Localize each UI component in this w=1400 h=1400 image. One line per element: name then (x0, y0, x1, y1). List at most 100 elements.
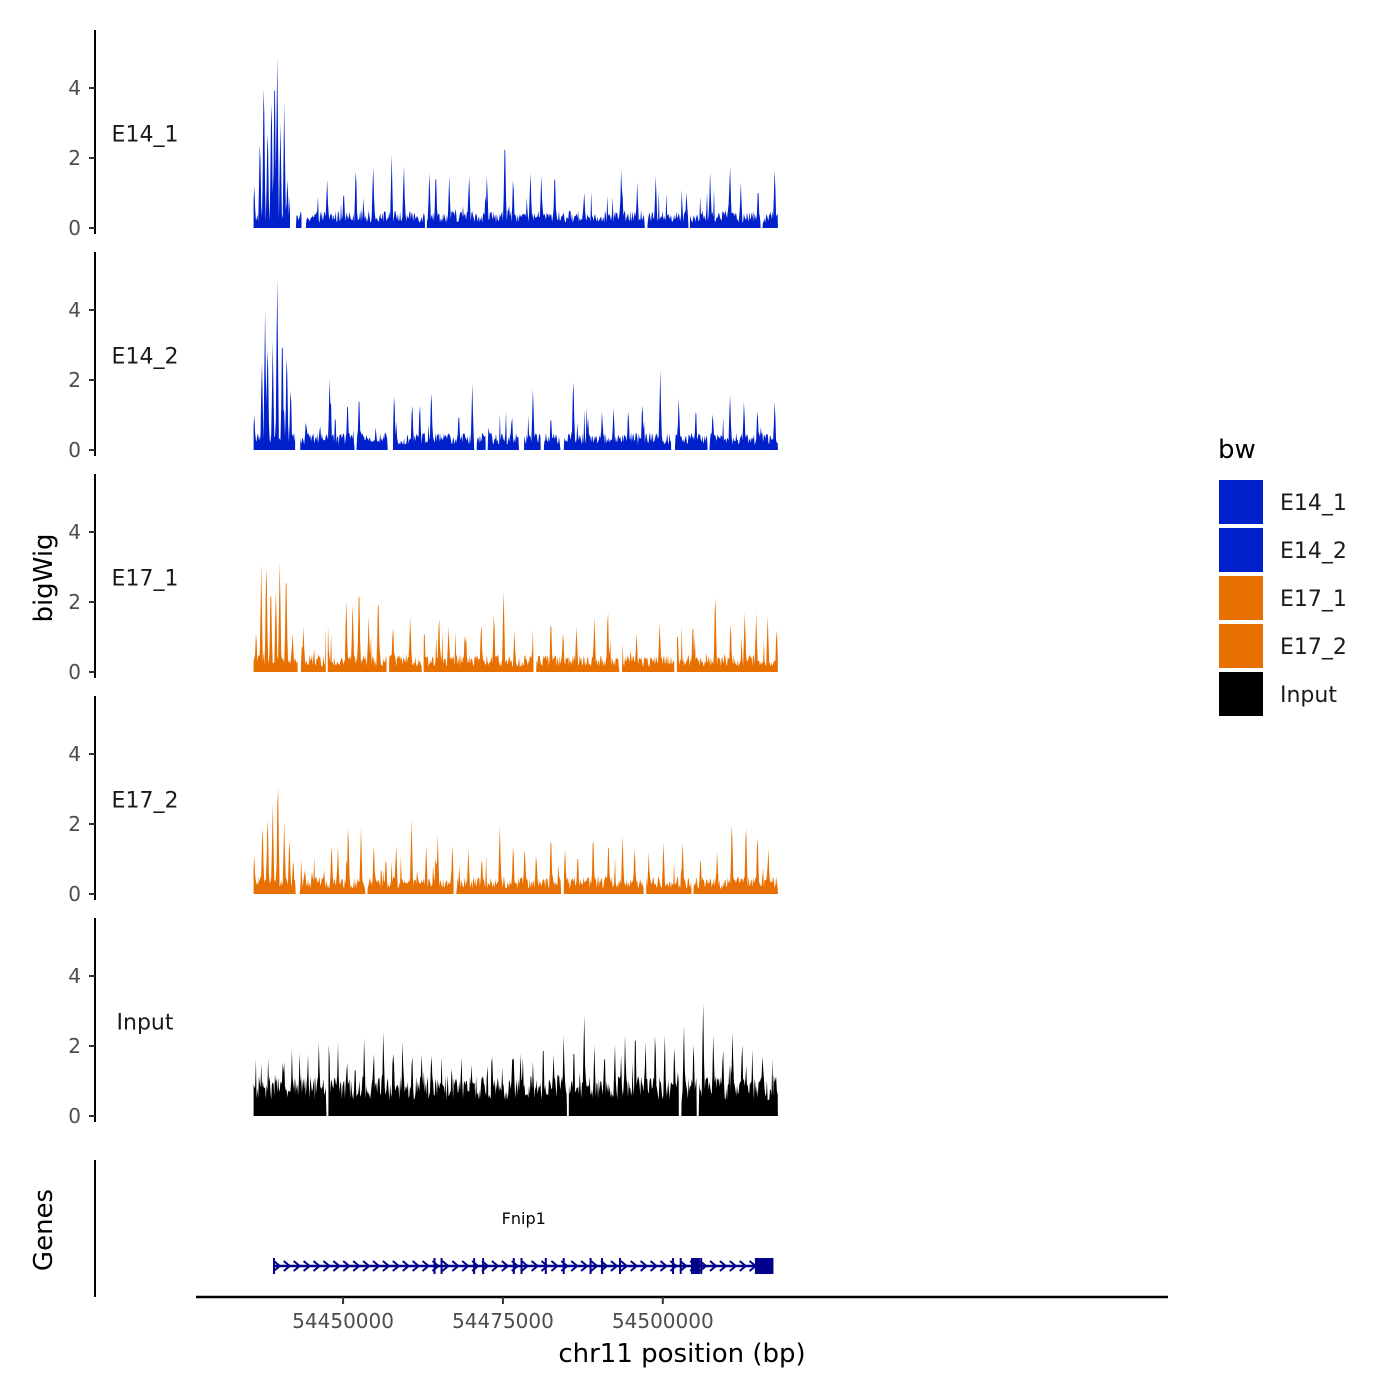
strand-chevron (402, 1260, 411, 1272)
x-tick-label: 54475000 (452, 1309, 554, 1333)
coverage-gap (518, 252, 525, 452)
y-tick-label: 2 (68, 368, 81, 392)
strand-chevron (590, 1260, 599, 1272)
coverage-gap (295, 252, 301, 452)
y-tick-label: 4 (68, 742, 81, 766)
strand-chevron (283, 1260, 292, 1272)
coverage-gap (485, 252, 488, 452)
coverage-area (253, 787, 778, 894)
coverage-gap (644, 30, 648, 230)
strand-chevron (570, 1260, 579, 1272)
strand-chevron (610, 1260, 619, 1272)
strand-chevron (709, 1260, 718, 1272)
coverage-gap (643, 696, 647, 896)
strand-chevron (411, 1260, 421, 1272)
coverage-gap (354, 252, 357, 452)
legend-label: E17_1 (1280, 587, 1347, 612)
strand-chevron (352, 1260, 361, 1272)
strand-chevron (491, 1260, 500, 1272)
legend-swatch (1219, 576, 1263, 620)
strand-chevron (679, 1260, 688, 1272)
y-tick-label: 2 (68, 812, 81, 836)
coverage-gap (326, 918, 329, 1118)
y-tick-label: 0 (68, 1104, 81, 1128)
strand-chevron (639, 1260, 649, 1272)
track-e14-2: 0 2 4 E14_2 (68, 252, 778, 462)
legend-label: E14_1 (1280, 491, 1347, 516)
strand-chevron (362, 1260, 371, 1272)
coverage-gap (387, 252, 393, 452)
strand-chevron (273, 1260, 282, 1272)
coverage-gap (533, 474, 537, 674)
strand-chevron (550, 1260, 559, 1272)
strand-chevron (521, 1260, 530, 1272)
strand-chevron (441, 1260, 450, 1272)
coverage-gap (421, 474, 424, 674)
coverage-gap (560, 252, 564, 452)
strand-chevron (530, 1260, 540, 1272)
track-input: 0 2 4 Input (68, 918, 778, 1128)
coverage-gap (674, 474, 677, 674)
gene-exon (754, 1258, 774, 1274)
coverage-gap (566, 918, 569, 1118)
coverage-gap (696, 918, 699, 1118)
strand-chevron (729, 1260, 738, 1272)
strand-chevron (312, 1260, 322, 1272)
legend-label: Input (1280, 683, 1337, 708)
y-tick-label: 2 (68, 146, 81, 170)
coverage-gap (365, 696, 368, 896)
strand-chevron (501, 1260, 510, 1272)
y-tick-label: 4 (68, 298, 81, 322)
coverage-gap (619, 474, 622, 674)
strand-chevron (302, 1260, 312, 1272)
coverage-gap (295, 696, 300, 896)
coverage-gap (678, 918, 682, 1118)
y-tick-label: 2 (68, 590, 81, 614)
gene-track: Fnip1 (94, 1160, 774, 1297)
x-axis: 54450000 54475000 54500000 (196, 1295, 1168, 1333)
y-tick-label: 0 (68, 216, 81, 240)
coverage-tracks: 0 2 4 E14_1 0 2 4 E14_2 0 2 4 E17_1 0 2 4 E17_2 0 2 4 Input (68, 30, 778, 1128)
x-tick-label: 54500000 (612, 1309, 714, 1333)
strand-chevron (620, 1260, 629, 1272)
coverage-gap (424, 30, 427, 230)
coverage-gap (561, 696, 564, 896)
legend-swatch (1219, 528, 1263, 572)
legend-swatch (1219, 480, 1263, 524)
strand-chevron (293, 1260, 302, 1272)
coverage-area (253, 56, 778, 228)
legend-label: E14_2 (1280, 539, 1347, 564)
coverage-gap (301, 30, 306, 230)
coverage-gap (474, 252, 477, 452)
y-tick-label: 4 (68, 964, 81, 988)
coverage-area (253, 278, 778, 450)
legend-item-e17-1: E17_1 (1219, 576, 1347, 620)
x-tick-label: 54450000 (292, 1309, 394, 1333)
strand-chevron (342, 1260, 351, 1272)
strand-chevron (322, 1260, 331, 1272)
strand-chevron (719, 1260, 728, 1272)
track-label: E14_2 (112, 345, 179, 370)
strand-chevron (382, 1260, 391, 1272)
legend-title: bw (1218, 435, 1256, 465)
track-label: Input (117, 1011, 174, 1036)
y-tick-label: 4 (68, 520, 81, 544)
strand-chevron (421, 1260, 431, 1272)
y-tick-label: 0 (68, 882, 81, 906)
coverage-gap (290, 30, 296, 230)
strand-chevron (739, 1260, 748, 1272)
strand-chevron (392, 1260, 401, 1272)
track-e14-1: 0 2 4 E14_1 (68, 30, 778, 240)
legend-item-e14-2: E14_2 (1219, 528, 1347, 572)
gene-exon (690, 1258, 700, 1274)
y-tick-label: 0 (68, 438, 81, 462)
x-axis-title: chr11 position (bp) (558, 1339, 805, 1369)
y-tick-label: 0 (68, 660, 81, 684)
y-tick-label: 4 (68, 76, 81, 100)
track-e17-2: 0 2 4 E17_2 (68, 696, 778, 906)
strand-chevron (451, 1260, 460, 1272)
strand-chevron (630, 1260, 639, 1272)
legend-label: E17_2 (1280, 635, 1347, 660)
